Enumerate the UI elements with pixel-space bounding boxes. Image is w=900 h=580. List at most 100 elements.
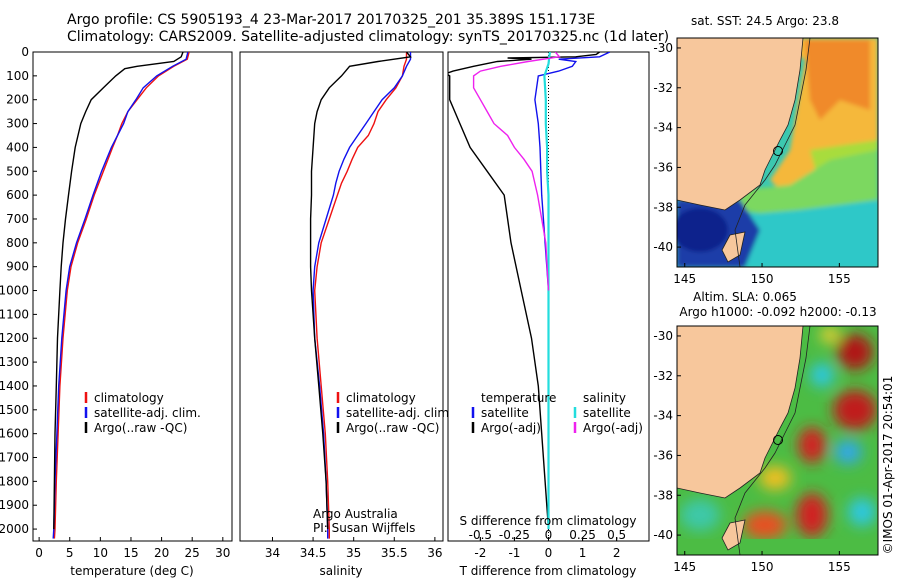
depth-tick-label: 0 [21,45,29,59]
x-tick-label: 34.5 [300,546,327,560]
depth-tick-label: 700 [6,212,29,226]
map-lat-tick-label: -34 [653,121,673,135]
salinity-profile-lines [309,52,412,539]
depth-tick-label: 200 [6,93,29,107]
cold-eddy-region [677,208,728,252]
difference-top-axis-label: S difference from climatology [460,514,637,528]
sla-map-frame [676,325,879,556]
map-lon-tick-label: 155 [828,272,851,286]
map-lon-tick-label: 155 [828,560,851,574]
depth-tick-label: 100 [6,69,29,83]
s-tick-label: 0.25 [569,528,596,542]
legend-label: satellite [481,406,529,420]
s-tick-label: 0.5 [607,528,626,542]
difference-panel: -2 -1 0 1 2 -0.5 -0.25 0 0.25 0.5 S difference fr… [447,51,650,578]
depth-tick-label: 1700 [0,451,29,465]
difference-profile-lines [448,52,611,530]
hot-core-region [805,40,870,120]
sla-mid-ne [820,327,840,343]
s-tick-label: -0.5 [469,528,492,542]
legend-label: salinity [583,391,626,405]
map-lon-tick-label: 145 [673,560,696,574]
depth-axis-ticks: 0 100 200 300 400 500 600 700 800 900 1000 1100 1200… [0,45,37,536]
legend-label: climatology [346,391,416,405]
depth-tick-label: 1600 [0,427,29,441]
depth-tick-label: 1800 [0,474,29,488]
sla-low-sw [680,499,720,531]
legend-label: Argo(..raw -QC) [94,421,187,435]
map-lat-tick-label: -38 [653,200,673,214]
x-tick-label: 30 [215,546,230,560]
map-lat-tick-label: -30 [653,329,673,343]
depth-tick-label: 600 [6,188,29,202]
depth-tick-label: 900 [6,260,29,274]
sla-low-north [810,363,834,387]
x-tick-label: 15 [123,546,138,560]
depth-tick-label: 1200 [0,331,29,345]
sla-high-sw [743,511,787,539]
sla-high-center [798,427,826,463]
x-tick-label: 36 [427,546,442,560]
sla-high-ne [837,334,873,370]
sst-field [677,38,878,267]
sst-map-frame [676,37,879,268]
legend-label: Argo(-adj) [481,421,541,435]
sst-map-axis-ticks: 145 150 155 -30 -32 -34 -36 -38 -40 [653,41,850,286]
argo-position-marker-sla [773,435,783,445]
s-tick-label: 0 [545,528,553,542]
x-tick-label: 5 [66,546,74,560]
x-tick-label: 35 [346,546,361,560]
temperature-axis-label: temperature (deg C) [70,564,193,578]
series-line-t_argo [448,52,601,530]
legend-label: climatology [94,391,164,405]
x-tick-label: 0 [545,546,553,560]
x-tick-label: 1 [579,546,587,560]
imos-credit: ©IMOS 01-Apr-2017 20:54:01 [881,376,895,555]
temperature-profile-lines [52,52,190,539]
difference-legend: temperaturesatelliteArgo(-adj)salinitysa… [471,391,643,435]
difference-axis-ticks: -2 -1 0 1 2 -0.5 -0.25 0 0.25 0.5 [469,528,627,560]
temperature-axis-ticks: 0 5 10 15 20 25 30 [35,537,230,560]
map-lat-tick-label: -36 [653,160,673,174]
map-lon-tick-label: 150 [751,560,774,574]
x-tick-label: 2 [613,546,621,560]
mid-green-region [740,150,878,215]
sla-map-axis-ticks: 145 150 155 -30 -32 -34 -36 -38 -40 [653,329,850,574]
legend-label: Argo(..raw -QC) [346,421,439,435]
map-lat-tick-label: -36 [653,448,673,462]
map-lat-tick-label: -32 [653,81,673,95]
series-line-argo [53,52,184,530]
argo-position-marker [773,146,783,156]
salinity-annotation-line2: PI: Susan Wijffels [313,521,415,535]
difference-axis-label: T difference from climatology [459,564,637,578]
depth-tick-label: 1000 [0,284,29,298]
legend-label: satellite-adj. clim. [94,406,201,420]
depth-tick-label: 400 [6,140,29,154]
x-tick-label: 10 [93,546,108,560]
depth-tick-label: 1100 [0,307,29,321]
sla-map-title-line1: Altim. SLA: 0.065 [693,290,797,304]
sst-map-title: sat. SST: 24.5 Argo: 23.8 [691,14,839,28]
sla-high-east [833,390,877,430]
salinity-annotation-line1: Argo Australia [313,507,398,521]
s-tick-label: -0.25 [499,528,530,542]
depth-tick-label: 2000 [0,522,29,536]
sla-low-center [834,440,862,464]
sla-map-panel: Altim. SLA: 0.065 Argo h1000: -0.092 h20… [653,290,879,574]
land-mainland-sla [677,326,804,499]
x-tick-label: -1 [508,546,520,560]
legend-label: temperature [481,391,556,405]
series-line-satellite_clim [312,52,412,539]
land-mainland [677,38,804,211]
salinity-axis-ticks: 34 34.5 35 35.5 36 [265,537,443,560]
depth-tick-label: 1900 [0,498,29,512]
salinity-axis-label: salinity [319,564,362,578]
land-tasmania-tip-sla [721,519,746,551]
series-line-s_argo [472,52,561,291]
land-tasmania-tip [721,231,746,263]
legend-label: satellite-adj. clim. [346,406,453,420]
cool-region [740,200,878,267]
x-tick-label: -2 [474,546,486,560]
salinity-panel: 34 34.5 35 35.5 36 salinity climatologysatel… [239,51,453,578]
